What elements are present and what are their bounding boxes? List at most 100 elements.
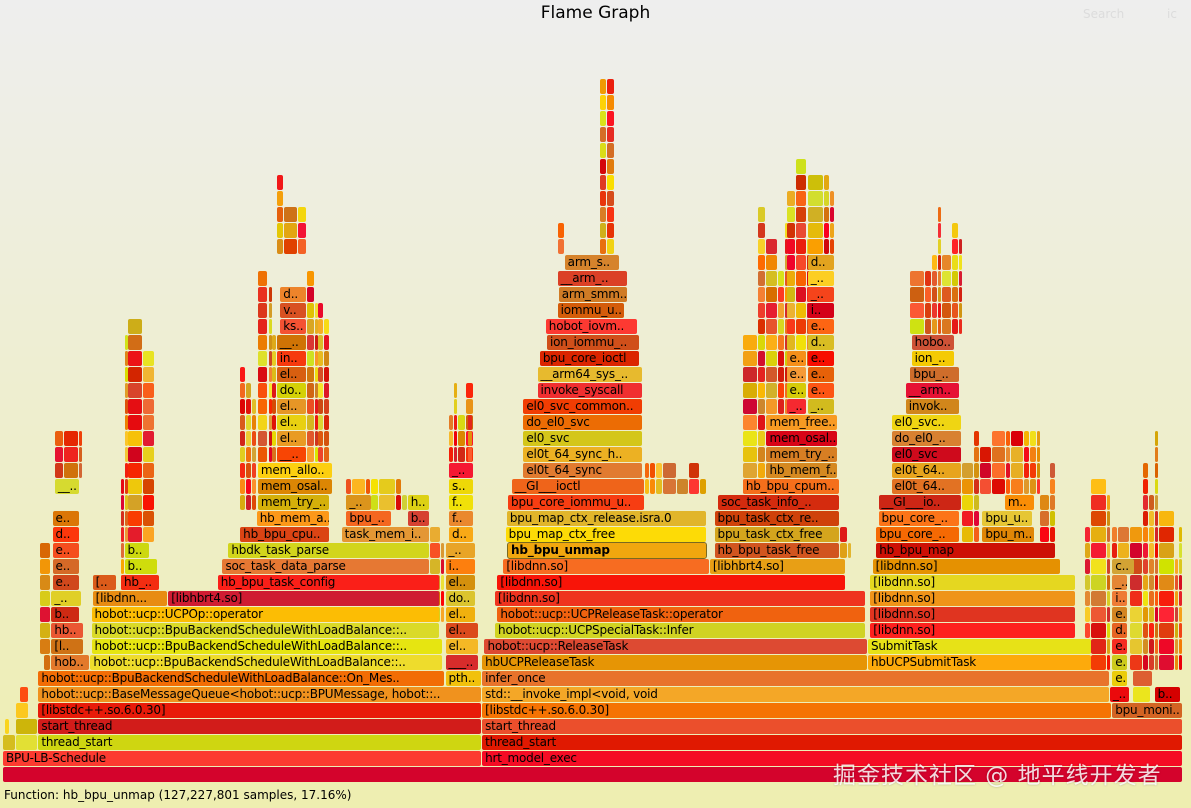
frame[interactable]: bpu_m.. (982, 527, 1035, 542)
frame-unlabeled[interactable] (758, 255, 766, 270)
frame-unlabeled[interactable] (1085, 559, 1090, 574)
frame-unlabeled[interactable] (557, 239, 564, 254)
frame-unlabeled[interactable] (314, 383, 318, 398)
frame-unlabeled[interactable] (268, 303, 272, 318)
frame-unlabeled[interactable] (268, 431, 272, 446)
frame-unlabeled[interactable] (758, 383, 766, 398)
frame[interactable]: m.. (1004, 495, 1035, 510)
frame[interactable]: el0t_64.. (891, 463, 962, 478)
frame[interactable]: mem_try_.. (766, 447, 838, 462)
frame-unlabeled[interactable] (824, 191, 830, 206)
frame-unlabeled[interactable] (942, 287, 951, 302)
frame[interactable]: hb_bpu_cpu.. (240, 527, 329, 542)
frame-unlabeled[interactable] (251, 447, 256, 462)
frame-unlabeled[interactable] (1090, 639, 1107, 654)
frame-unlabeled[interactable] (268, 351, 272, 366)
frame-unlabeled[interactable] (283, 207, 297, 222)
frame[interactable]: hbdk_task_parse (228, 543, 430, 558)
frame-unlabeled[interactable] (314, 319, 318, 334)
frame-unlabeled[interactable] (1174, 607, 1179, 622)
frame-unlabeled[interactable] (758, 415, 766, 430)
frame[interactable]: e.. (52, 511, 79, 526)
frame[interactable]: task_mem_i.. (341, 527, 430, 542)
frame[interactable]: d.. (280, 287, 307, 302)
frame-unlabeled[interactable] (839, 543, 847, 558)
frame-unlabeled[interactable] (1179, 655, 1183, 670)
frame-unlabeled[interactable] (1159, 575, 1174, 590)
frame-unlabeled[interactable] (974, 527, 980, 542)
frame-unlabeled[interactable] (758, 239, 766, 254)
frame-unlabeled[interactable] (1107, 543, 1111, 558)
frame-unlabeled[interactable] (128, 367, 143, 382)
frame[interactable]: el.. (276, 367, 307, 382)
frame-unlabeled[interactable] (1107, 511, 1111, 526)
frame[interactable]: [libstdc++.so.6.0.30] (38, 703, 482, 718)
frame-unlabeled[interactable] (78, 431, 82, 446)
frame-unlabeled[interactable] (314, 415, 318, 430)
frame-unlabeled[interactable] (607, 79, 615, 94)
frame-unlabeled[interactable] (942, 319, 951, 334)
frame-unlabeled[interactable] (951, 319, 958, 334)
frame-unlabeled[interactable] (700, 479, 707, 494)
frame-unlabeled[interactable] (931, 287, 937, 302)
frame-unlabeled[interactable] (307, 351, 314, 366)
frame-unlabeled[interactable] (1154, 543, 1159, 558)
frame-unlabeled[interactable] (143, 415, 155, 430)
frame-unlabeled[interactable] (962, 463, 974, 478)
frame[interactable]: i.. (445, 559, 476, 574)
frame-unlabeled[interactable] (323, 383, 329, 398)
frame-unlabeled[interactable] (607, 127, 615, 142)
frame-unlabeled[interactable] (778, 351, 785, 366)
frame-unlabeled[interactable] (318, 351, 323, 366)
frame-unlabeled[interactable] (1107, 591, 1111, 606)
frame-unlabeled[interactable] (307, 335, 314, 350)
frame-unlabeled[interactable] (607, 239, 615, 254)
frame[interactable]: el.. (445, 607, 476, 622)
frame-unlabeled[interactable] (980, 479, 991, 494)
frame-unlabeled[interactable] (318, 367, 323, 382)
frame-unlabeled[interactable] (283, 223, 297, 238)
frame-unlabeled[interactable] (758, 207, 766, 222)
frame-unlabeled[interactable] (786, 271, 795, 286)
frame-unlabeled[interactable] (1107, 655, 1111, 670)
frame-unlabeled[interactable] (1090, 591, 1107, 606)
frame-unlabeled[interactable] (371, 479, 379, 494)
frame-unlabeled[interactable] (962, 479, 974, 494)
frame-unlabeled[interactable] (824, 175, 830, 190)
frame-unlabeled[interactable] (1159, 655, 1174, 670)
frame-unlabeled[interactable] (778, 271, 785, 286)
frame[interactable]: h.. (407, 495, 430, 510)
frame-unlabeled[interactable] (78, 447, 82, 462)
frame-unlabeled[interactable] (942, 271, 951, 286)
frame-unlabeled[interactable] (307, 367, 314, 382)
frame-unlabeled[interactable] (323, 367, 329, 382)
frame-unlabeled[interactable] (607, 223, 615, 238)
frame[interactable]: _.. (1112, 575, 1127, 590)
frame-unlabeled[interactable] (758, 271, 766, 286)
frame-unlabeled[interactable] (1179, 639, 1183, 654)
frame-unlabeled[interactable] (1148, 639, 1154, 654)
frame-unlabeled[interactable] (39, 591, 51, 606)
frame[interactable]: hobot::ucp::BpuBackendScheduleWithLoadBa… (38, 671, 445, 686)
frame-unlabeled[interactable] (1129, 623, 1142, 638)
frame-unlabeled[interactable] (1179, 527, 1183, 542)
frame[interactable]: el0_svc_common.. (523, 399, 642, 414)
frame-unlabeled[interactable] (974, 511, 980, 526)
frame[interactable]: __GI___io.. (878, 495, 962, 510)
frame[interactable]: el0t_64_sync_h.. (523, 447, 642, 462)
frame[interactable]: el.. (445, 623, 478, 638)
frame[interactable]: bpu_u.. (982, 511, 1033, 526)
frame-unlabeled[interactable] (318, 399, 323, 414)
frame-unlabeled[interactable] (600, 111, 607, 126)
frame-unlabeled[interactable] (449, 447, 453, 462)
frame-unlabeled[interactable] (1118, 543, 1129, 558)
frame-unlabeled[interactable] (795, 223, 806, 238)
frame-unlabeled[interactable] (1142, 559, 1148, 574)
frame[interactable]: start_thread (482, 719, 1182, 734)
frame[interactable]: hb.. (51, 623, 84, 638)
frame-unlabeled[interactable] (128, 415, 143, 430)
frame[interactable]: bpu_core_.. (878, 511, 959, 526)
frame-unlabeled[interactable] (847, 543, 851, 558)
frame-unlabeled[interactable] (1129, 527, 1142, 542)
frame-unlabeled[interactable] (910, 287, 924, 302)
